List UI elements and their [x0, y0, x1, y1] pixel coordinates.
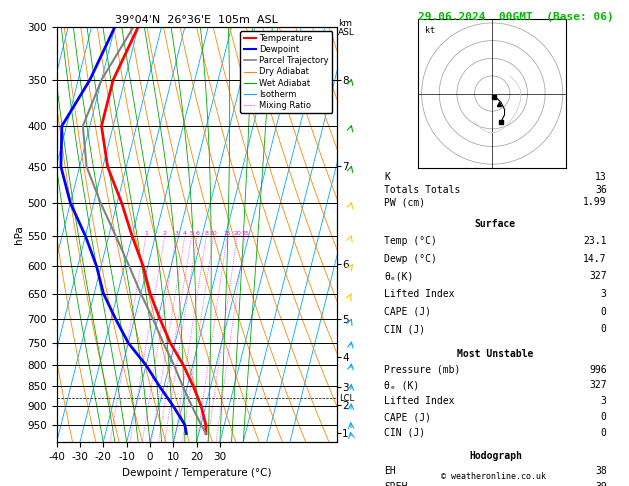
- Text: K: K: [384, 172, 390, 182]
- Text: km
ASL: km ASL: [338, 19, 355, 37]
- Text: Temp (°C): Temp (°C): [384, 236, 437, 246]
- Text: CAPE (J): CAPE (J): [384, 412, 431, 422]
- Text: PW (cm): PW (cm): [384, 197, 425, 207]
- Text: θₑ(K): θₑ(K): [384, 272, 413, 281]
- Text: Lifted Index: Lifted Index: [384, 396, 454, 406]
- Legend: Temperature, Dewpoint, Parcel Trajectory, Dry Adiabat, Wet Adiabat, Isotherm, Mi: Temperature, Dewpoint, Parcel Trajectory…: [240, 31, 332, 113]
- Text: Totals Totals: Totals Totals: [384, 185, 460, 194]
- Text: 13: 13: [595, 172, 607, 182]
- Text: 996: 996: [589, 364, 607, 375]
- Text: Hodograph: Hodograph: [469, 451, 522, 461]
- Text: Surface: Surface: [475, 219, 516, 228]
- Text: 39: 39: [595, 482, 607, 486]
- Text: 20: 20: [233, 231, 241, 236]
- Text: 4: 4: [183, 231, 187, 236]
- Title: 39°04'N  26°36'E  105m  ASL: 39°04'N 26°36'E 105m ASL: [115, 15, 278, 25]
- Text: 25: 25: [241, 231, 249, 236]
- Text: 2: 2: [163, 231, 167, 236]
- Text: 23.1: 23.1: [583, 236, 607, 246]
- X-axis label: Dewpoint / Temperature (°C): Dewpoint / Temperature (°C): [122, 468, 271, 478]
- Text: SREH: SREH: [384, 482, 408, 486]
- Text: 38: 38: [595, 466, 607, 476]
- Text: 3: 3: [174, 231, 178, 236]
- Text: Lifted Index: Lifted Index: [384, 289, 454, 299]
- Text: Dewp (°C): Dewp (°C): [384, 254, 437, 264]
- Text: CIN (J): CIN (J): [384, 428, 425, 438]
- Text: 8: 8: [204, 231, 208, 236]
- Text: 10: 10: [209, 231, 218, 236]
- Text: 0: 0: [601, 307, 607, 317]
- Text: 0: 0: [601, 412, 607, 422]
- Text: 3: 3: [601, 289, 607, 299]
- Text: 0: 0: [601, 428, 607, 438]
- Text: 15: 15: [223, 231, 231, 236]
- Text: 3: 3: [601, 396, 607, 406]
- Text: kt: kt: [425, 27, 435, 35]
- Text: 5: 5: [189, 231, 194, 236]
- Text: Most Unstable: Most Unstable: [457, 349, 533, 359]
- Text: 1: 1: [144, 231, 148, 236]
- Text: © weatheronline.co.uk: © weatheronline.co.uk: [442, 472, 546, 481]
- Text: CAPE (J): CAPE (J): [384, 307, 431, 317]
- Text: CIN (J): CIN (J): [384, 324, 425, 334]
- Text: 1.99: 1.99: [583, 197, 607, 207]
- Text: 36: 36: [595, 185, 607, 194]
- Text: 0: 0: [601, 324, 607, 334]
- Text: 327: 327: [589, 381, 607, 390]
- Text: 14.7: 14.7: [583, 254, 607, 264]
- Text: θₑ (K): θₑ (K): [384, 381, 419, 390]
- Text: Pressure (mb): Pressure (mb): [384, 364, 460, 375]
- Text: 327: 327: [589, 272, 607, 281]
- Text: 6: 6: [195, 231, 199, 236]
- Text: 29.06.2024  00GMT  (Base: 06): 29.06.2024 00GMT (Base: 06): [418, 12, 614, 22]
- Text: LCL: LCL: [339, 394, 354, 402]
- Text: EH: EH: [384, 466, 396, 476]
- Y-axis label: hPa: hPa: [14, 225, 25, 244]
